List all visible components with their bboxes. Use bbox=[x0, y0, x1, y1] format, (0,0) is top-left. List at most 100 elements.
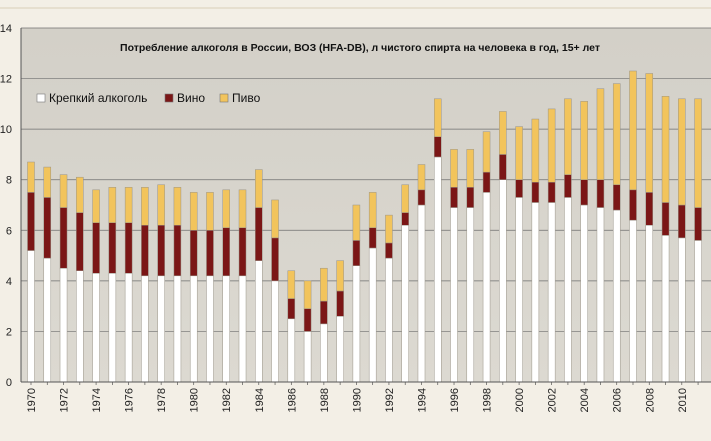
bar-segment-wine bbox=[189, 230, 198, 277]
x-tick-label: 1992 bbox=[384, 388, 396, 412]
bar-segment-beer bbox=[238, 189, 247, 229]
bar-segment-wine bbox=[499, 154, 507, 180]
bar-segment-strong bbox=[368, 247, 377, 383]
bar-segment-beer bbox=[450, 149, 458, 188]
bar-segment-strong bbox=[320, 323, 328, 383]
bar-segment-wine bbox=[482, 171, 491, 193]
bar-segment-wine bbox=[612, 184, 621, 211]
bar-segment-strong bbox=[255, 260, 263, 383]
x-tick-label: 1994 bbox=[416, 388, 428, 412]
bar-segment-wine bbox=[661, 202, 670, 236]
bar-segment-strong bbox=[547, 202, 556, 383]
bar-segment-strong bbox=[303, 331, 312, 383]
bar-segment-strong bbox=[466, 207, 475, 383]
bar-segment-beer bbox=[271, 199, 279, 239]
bar-segment-wine bbox=[108, 222, 117, 274]
legend-swatch bbox=[164, 93, 174, 103]
x-tick-label: 1976 bbox=[124, 388, 136, 412]
bars-group bbox=[27, 70, 702, 383]
legend-swatch bbox=[219, 93, 229, 103]
bar-segment-wine bbox=[694, 207, 702, 241]
bar-segment-wine bbox=[303, 308, 312, 332]
bar-segment-beer bbox=[255, 169, 263, 208]
bar-segment-wine bbox=[157, 224, 165, 277]
bar-segment-beer bbox=[661, 96, 670, 203]
bar-segment-wine bbox=[255, 207, 263, 261]
bar-segment-beer bbox=[287, 270, 296, 299]
bar-segment-wine bbox=[59, 207, 68, 269]
y-tick-label: 10 bbox=[0, 124, 12, 136]
bar-segment-beer bbox=[466, 149, 475, 188]
x-tick-label: 1986 bbox=[286, 388, 298, 412]
bar-segment-wine bbox=[531, 181, 540, 203]
bar-segment-beer bbox=[564, 98, 572, 175]
bar-segment-beer bbox=[124, 187, 133, 223]
x-tick-label: 2002 bbox=[547, 388, 559, 412]
bar-segment-beer bbox=[320, 267, 328, 302]
bar-segment-strong bbox=[336, 316, 344, 383]
bar-segment-strong bbox=[645, 224, 654, 383]
bar-segment-strong bbox=[189, 275, 198, 383]
bar-segment-wine bbox=[271, 237, 279, 282]
bar-segment-wine bbox=[645, 192, 654, 226]
bar-segment-wine bbox=[450, 187, 458, 208]
x-tick-label: 1996 bbox=[449, 388, 461, 412]
bar-segment-wine bbox=[173, 224, 182, 277]
bar-segment-beer bbox=[141, 187, 149, 226]
bar-segment-beer bbox=[76, 176, 84, 213]
bar-segment-strong bbox=[43, 257, 52, 383]
bar-segment-wine bbox=[124, 222, 133, 274]
bar-segment-beer bbox=[547, 108, 556, 183]
x-tick-label: 2010 bbox=[677, 388, 689, 412]
bar-segment-beer bbox=[580, 101, 588, 180]
bar-segment-beer bbox=[92, 189, 100, 223]
bar-segment-beer bbox=[482, 131, 491, 173]
bar-segment-wine bbox=[401, 212, 409, 226]
bar-segment-strong bbox=[271, 280, 279, 383]
bar-segment-beer bbox=[368, 192, 377, 229]
bar-segment-strong bbox=[108, 273, 117, 383]
bar-segment-strong bbox=[59, 267, 68, 383]
legend-label: Крепкий алкоголь bbox=[49, 91, 147, 105]
y-tick-label: 4 bbox=[6, 276, 12, 288]
bar-segment-strong bbox=[515, 197, 523, 383]
bar-segment-strong bbox=[206, 275, 214, 383]
bar-segment-strong bbox=[352, 265, 361, 383]
bar-segment-strong bbox=[612, 209, 621, 383]
bar-segment-beer bbox=[336, 260, 344, 292]
y-tick-label: 8 bbox=[6, 175, 12, 187]
y-tick-label: 12 bbox=[0, 74, 12, 86]
bar-segment-strong bbox=[482, 192, 491, 383]
x-tick-label: 1980 bbox=[189, 388, 201, 412]
bar-segment-wine bbox=[336, 290, 344, 317]
bar-segment-beer bbox=[694, 98, 702, 208]
bar-segment-strong bbox=[92, 273, 100, 383]
bar-segment-beer bbox=[596, 88, 605, 180]
bar-segment-strong bbox=[385, 257, 393, 383]
bar-segment-beer bbox=[499, 111, 507, 155]
legend-label: Вино bbox=[177, 91, 205, 105]
bar-segment-beer bbox=[222, 189, 230, 229]
y-tick-label: 14 bbox=[0, 23, 12, 35]
bar-segment-wine bbox=[596, 179, 605, 208]
bar-segment-wine bbox=[515, 179, 523, 198]
bar-segment-beer bbox=[27, 161, 35, 193]
y-tick-label: 0 bbox=[6, 377, 12, 389]
bar-segment-wine bbox=[385, 242, 393, 259]
bar-segment-beer bbox=[43, 166, 52, 198]
plot-background bbox=[21, 28, 711, 382]
x-tick-label: 2004 bbox=[579, 388, 591, 412]
x-tick-label: 1978 bbox=[156, 388, 168, 412]
y-tick-label: 6 bbox=[6, 225, 12, 237]
bar-segment-beer bbox=[678, 98, 686, 206]
bar-segment-strong bbox=[287, 318, 296, 383]
bar-segment-strong bbox=[531, 202, 540, 383]
y-axis: 0 2 4 6 8 10 12 14 bbox=[0, 23, 22, 389]
x-tick-label: 2006 bbox=[612, 388, 624, 412]
bar-segment-wine bbox=[466, 187, 475, 208]
x-tick-label: 1988 bbox=[319, 388, 331, 412]
bar-segment-wine bbox=[222, 227, 230, 277]
bar-segment-strong bbox=[450, 207, 458, 383]
bar-segment-strong bbox=[694, 240, 702, 383]
bar-segment-wine bbox=[678, 204, 686, 239]
